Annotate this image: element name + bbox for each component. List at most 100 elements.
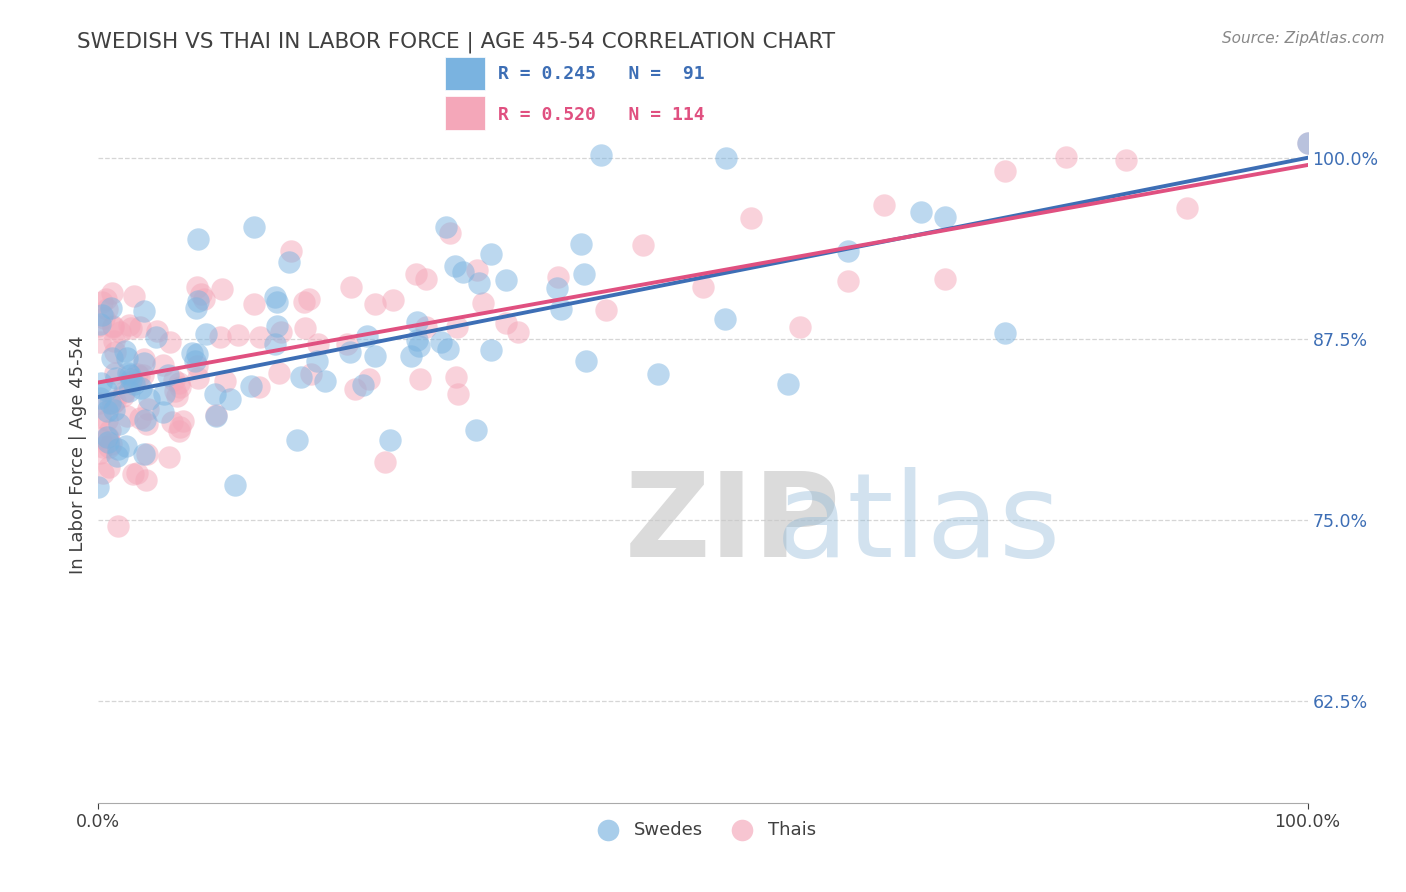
Swedes — [156, 368, 179, 383]
Swedes — [138, 392, 160, 407]
Thais — [165, 384, 187, 399]
Swedes — [464, 423, 486, 437]
Thais — [405, 268, 427, 282]
Swedes — [243, 220, 266, 235]
Thais — [145, 324, 167, 338]
Thais — [91, 466, 114, 480]
Thais — [89, 445, 111, 459]
Text: atlas: atlas — [776, 467, 1062, 582]
Thais — [249, 330, 271, 344]
Thais — [129, 320, 152, 334]
Swedes — [468, 277, 491, 291]
Thais — [374, 455, 396, 469]
Swedes — [134, 356, 156, 370]
Swedes — [219, 392, 242, 407]
Thais — [415, 272, 437, 286]
Thais — [446, 369, 468, 384]
Thais — [205, 408, 228, 422]
Thais — [103, 334, 125, 348]
Thais — [120, 375, 142, 389]
Swedes — [181, 345, 204, 359]
Swedes — [97, 434, 120, 449]
Swedes — [266, 319, 288, 334]
Thais — [89, 335, 111, 350]
Thais — [167, 376, 190, 391]
Thais — [118, 318, 141, 333]
Thais — [740, 211, 762, 225]
Thais — [135, 473, 157, 487]
Thais — [447, 386, 470, 401]
Thais — [160, 415, 183, 429]
Thais — [193, 292, 215, 306]
Swedes — [364, 349, 387, 363]
Swedes — [550, 302, 572, 317]
Thais — [547, 269, 569, 284]
Swedes — [589, 147, 612, 161]
Thais — [357, 372, 380, 386]
Thais — [128, 369, 150, 384]
Swedes — [187, 232, 209, 246]
Swedes — [114, 343, 136, 358]
Thais — [104, 366, 127, 380]
Thais — [122, 467, 145, 481]
Thais — [97, 459, 120, 474]
Thais — [692, 280, 714, 294]
Swedes — [406, 334, 429, 348]
Thais — [157, 450, 180, 465]
Swedes — [105, 449, 128, 463]
Swedes — [98, 396, 121, 410]
Swedes — [90, 308, 112, 322]
Swedes — [401, 349, 423, 363]
Swedes — [204, 409, 226, 424]
Swedes — [129, 381, 152, 395]
Swedes — [100, 301, 122, 316]
Thais — [465, 262, 488, 277]
Thais — [129, 411, 152, 425]
Thais — [506, 326, 529, 340]
Text: Source: ZipAtlas.com: Source: ZipAtlas.com — [1222, 31, 1385, 46]
Swedes — [118, 384, 141, 399]
Thais — [98, 440, 121, 454]
Thais — [280, 244, 302, 259]
Swedes — [277, 255, 299, 269]
Thais — [243, 297, 266, 311]
Swedes — [117, 366, 139, 380]
Thais — [873, 198, 896, 212]
Thais — [115, 409, 138, 424]
Thais — [169, 419, 191, 434]
Swedes — [575, 354, 598, 368]
Swedes — [408, 339, 430, 353]
Swedes — [266, 295, 288, 310]
Swedes — [132, 303, 155, 318]
Thais — [101, 318, 124, 333]
Swedes — [479, 247, 502, 261]
Thais — [112, 389, 135, 403]
Thais — [101, 319, 124, 334]
Thais — [294, 321, 316, 335]
Thais — [166, 388, 188, 402]
Thais — [446, 319, 468, 334]
Thais — [994, 164, 1017, 178]
Bar — [446, 96, 485, 129]
Swedes — [647, 367, 669, 381]
Swedes — [429, 334, 451, 349]
Thais — [135, 417, 157, 431]
Swedes — [134, 447, 156, 461]
Thais — [269, 366, 291, 380]
Thais — [439, 226, 461, 240]
Thais — [631, 237, 654, 252]
Thais — [1115, 153, 1137, 168]
Swedes — [186, 301, 208, 315]
Thais — [163, 373, 186, 387]
Swedes — [153, 387, 176, 401]
Swedes — [186, 347, 208, 361]
Swedes — [574, 267, 596, 281]
Swedes — [1296, 136, 1319, 151]
Thais — [307, 336, 329, 351]
Thais — [344, 382, 367, 396]
Swedes — [104, 371, 127, 385]
Thais — [495, 317, 517, 331]
Thais — [132, 368, 155, 382]
Thais — [104, 345, 127, 359]
Thais — [934, 272, 956, 286]
